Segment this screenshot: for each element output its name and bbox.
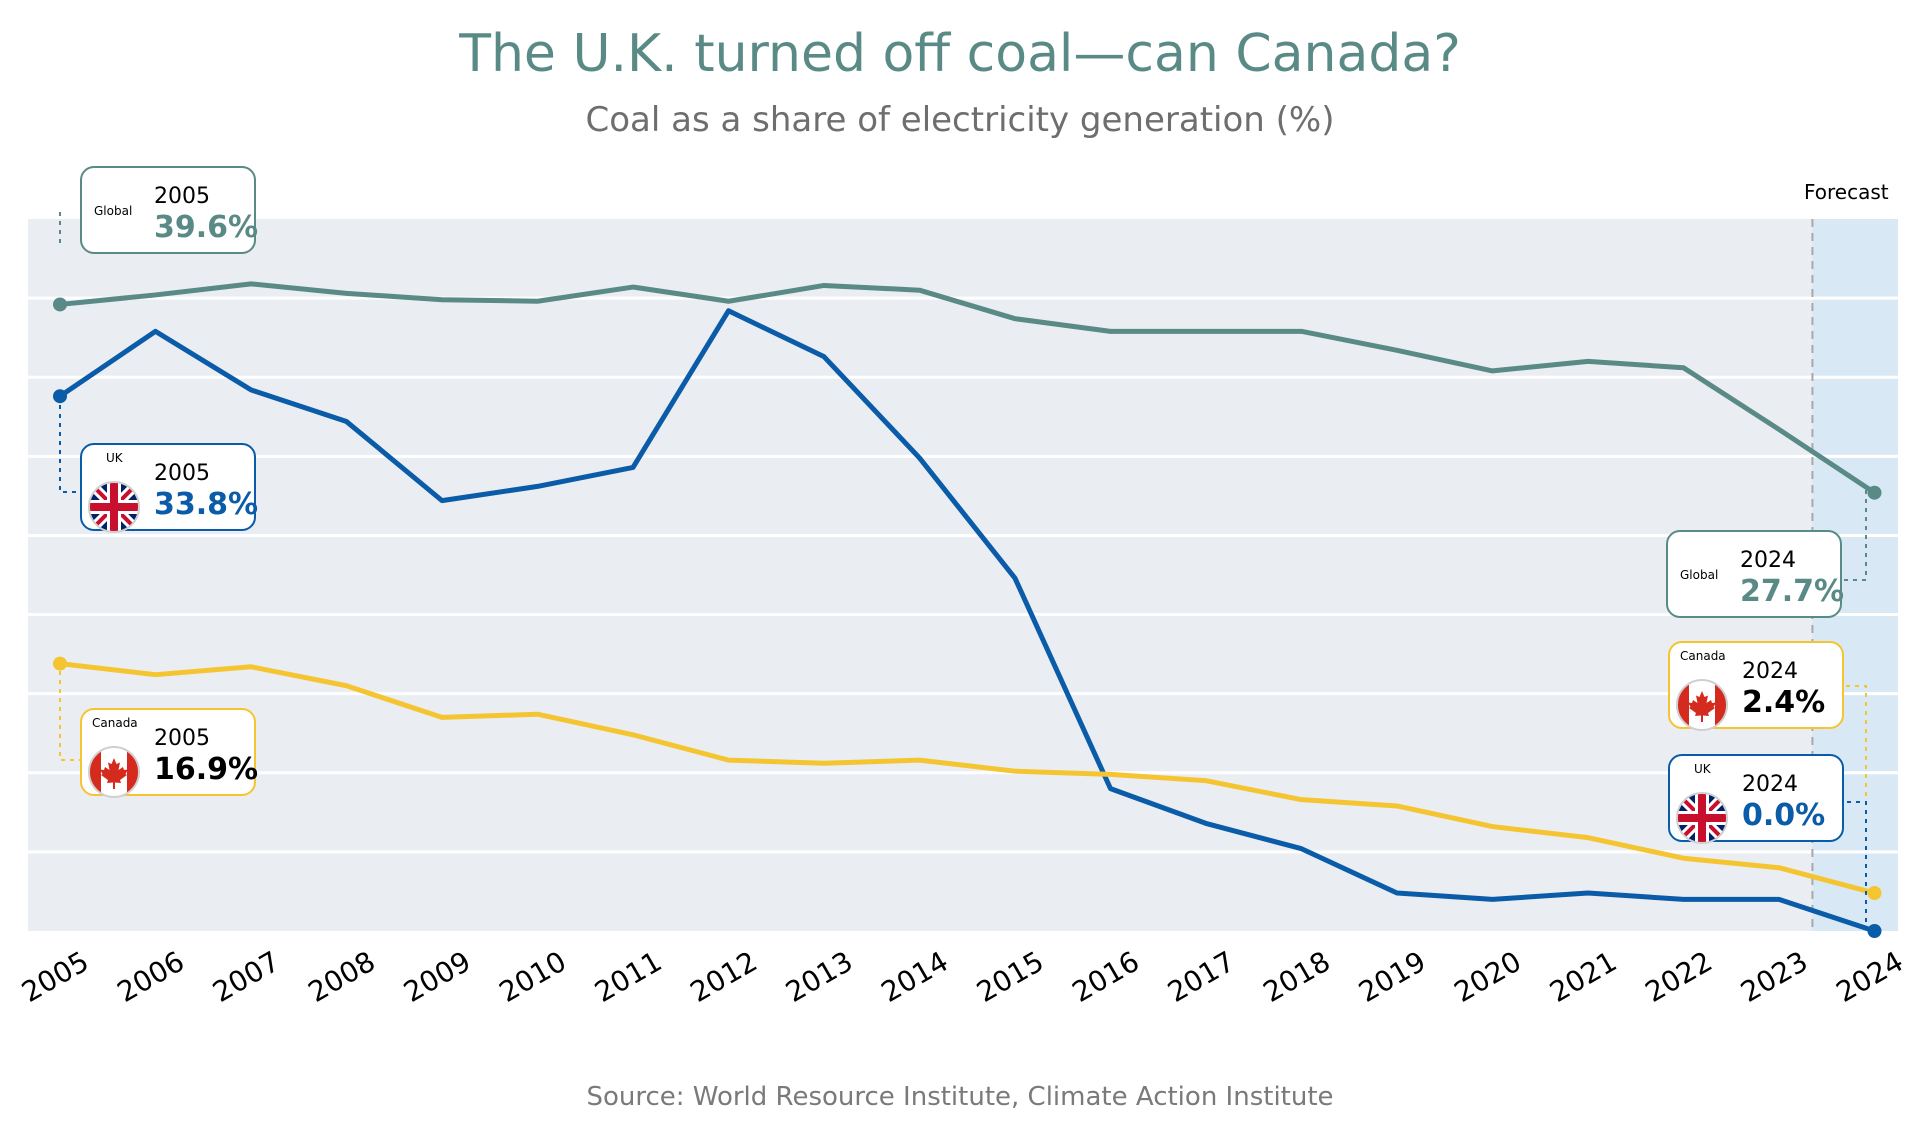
- data-point-global: [53, 297, 67, 312]
- x-tick-label: 2021: [1544, 945, 1622, 1009]
- x-tick-label: 2005: [16, 945, 94, 1009]
- x-tick-label: 2008: [303, 945, 381, 1009]
- callout-value: 33.8%: [154, 487, 259, 522]
- callout-uk-2005: UK 2005 33.8%: [80, 443, 259, 533]
- uk-flag-icon: [1676, 792, 1728, 844]
- callout-connector: [1844, 801, 1867, 922]
- callout-year: 2005: [154, 461, 210, 486]
- x-tick-label: 2024: [1831, 945, 1909, 1009]
- x-tick-label: 2018: [1258, 945, 1336, 1009]
- callout-value: 0.0%: [1742, 798, 1826, 833]
- x-tick-label: 2012: [685, 945, 763, 1009]
- callout-series-name: Global: [94, 204, 133, 218]
- callout-year: 2024: [1742, 659, 1798, 684]
- x-tick-label: 2010: [494, 945, 572, 1009]
- x-tick-label: 2007: [207, 945, 285, 1009]
- callout-value: 27.7%: [1740, 574, 1845, 609]
- x-tick-label: 2017: [1162, 945, 1240, 1009]
- callout-year: 2024: [1742, 772, 1798, 797]
- uk-flag-icon: [88, 481, 140, 533]
- x-tick-label: 2020: [1449, 945, 1527, 1009]
- plot-background: [28, 219, 1898, 931]
- x-tick-label: 2016: [1067, 945, 1145, 1009]
- canada-flag-icon: [88, 746, 140, 798]
- callout-uk-2024: UK 2024 0.0%: [1668, 754, 1844, 844]
- callout-value: 39.6%: [154, 210, 259, 245]
- x-tick-label: 2011: [589, 945, 667, 1009]
- callout-series-name: Canada: [92, 716, 138, 730]
- callout-series-name: UK: [1694, 762, 1711, 776]
- callout-global-2005: Global 2005 39.6%: [80, 166, 259, 254]
- callout-year: 2005: [154, 726, 210, 751]
- callout-canada-2024: Canada 2024 2.4%: [1668, 641, 1844, 731]
- callout-connector: [59, 396, 80, 493]
- forecast-label: Forecast: [1804, 180, 1889, 204]
- x-tick-label: 2014: [876, 945, 954, 1009]
- series-line-uk: [57, 308, 1877, 934]
- data-point-canada: [1867, 886, 1882, 901]
- chart-title: The U.K. turned off coal—can Canada?: [459, 24, 1461, 84]
- callout-year: 2024: [1740, 548, 1796, 573]
- x-tick-label: 2022: [1640, 945, 1718, 1009]
- series-line-canada: [57, 661, 1877, 896]
- x-tick-label: 2006: [112, 945, 190, 1009]
- x-tick-label: 2019: [1353, 945, 1431, 1009]
- callout-series-name: Canada: [1680, 649, 1726, 663]
- x-tick-label: 2023: [1735, 945, 1813, 1009]
- callout-series-name: UK: [106, 451, 123, 465]
- callout-value: 2.4%: [1742, 685, 1826, 720]
- callout-value: 16.9%: [154, 752, 259, 787]
- callout-canada-2005: Canada 2005 16.9%: [80, 708, 259, 798]
- series-line-global: [57, 281, 1877, 496]
- x-tick-label: 2015: [971, 945, 1049, 1009]
- chart-source: Source: World Resource Institute, Climat…: [586, 1082, 1334, 1112]
- x-tick-label: 2013: [780, 945, 858, 1009]
- callout-global-2024: Global 2024 27.7%: [1666, 530, 1845, 618]
- data-point-global: [1867, 485, 1882, 500]
- callout-year: 2005: [154, 184, 210, 209]
- callout-connector: [1842, 490, 1867, 581]
- x-tick-label: 2009: [398, 945, 476, 1009]
- chart-subtitle: Coal as a share of electricity generatio…: [585, 100, 1335, 140]
- canada-flag-icon: [1676, 679, 1728, 731]
- callout-connector: [59, 662, 80, 761]
- data-point-uk: [1867, 924, 1882, 938]
- callout-series-name: Global: [1680, 568, 1719, 582]
